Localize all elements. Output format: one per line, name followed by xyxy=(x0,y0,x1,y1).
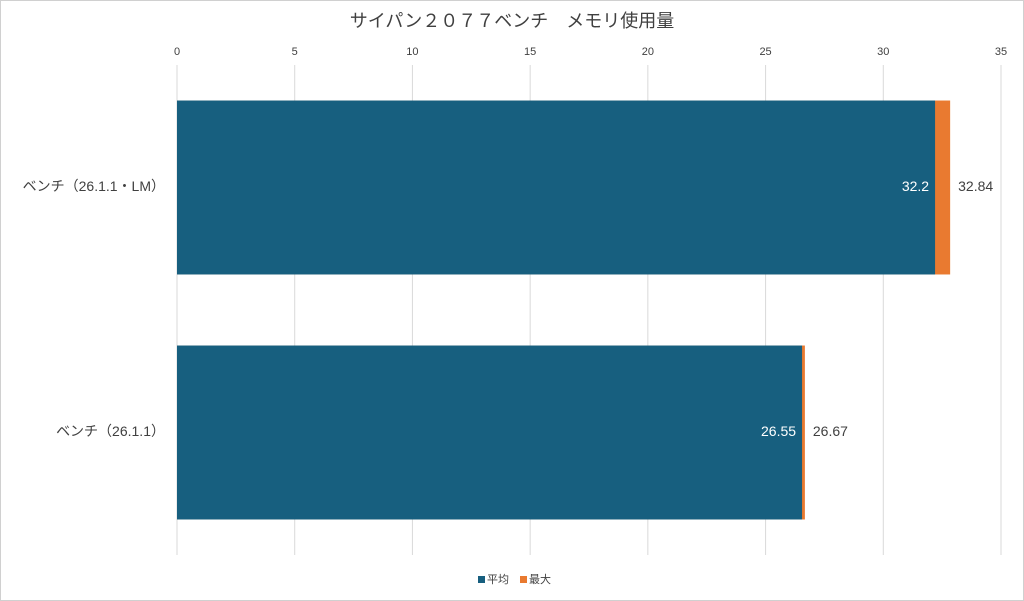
data-label: 32.84 xyxy=(958,178,993,194)
x-tick-label: 30 xyxy=(877,46,889,58)
legend-swatch xyxy=(478,576,485,583)
x-tick-label: 10 xyxy=(406,46,418,58)
y-tick-label: ベンチ（26.1.1・LM） xyxy=(23,178,165,194)
data-label: 26.67 xyxy=(813,423,848,439)
legend-label: 最大 xyxy=(529,572,551,586)
chart-title: サイパン２０７７ベンチ メモリ使用量 xyxy=(350,11,675,31)
x-tick-label: 15 xyxy=(524,46,536,58)
x-tick-label: 35 xyxy=(995,46,1007,58)
x-tick-label: 5 xyxy=(292,46,298,58)
data-label: 26.55 xyxy=(761,423,796,439)
x-tick-label: 0 xyxy=(174,46,180,58)
data-label: 32.2 xyxy=(902,178,929,194)
x-tick-label: 25 xyxy=(759,46,771,58)
bar xyxy=(177,100,936,275)
x-tick-label: 20 xyxy=(642,46,654,58)
legend-label: 平均 xyxy=(487,573,509,586)
bar xyxy=(177,345,803,520)
y-tick-label: ベンチ（26.1.1） xyxy=(56,423,165,439)
legend-swatch xyxy=(520,576,527,583)
